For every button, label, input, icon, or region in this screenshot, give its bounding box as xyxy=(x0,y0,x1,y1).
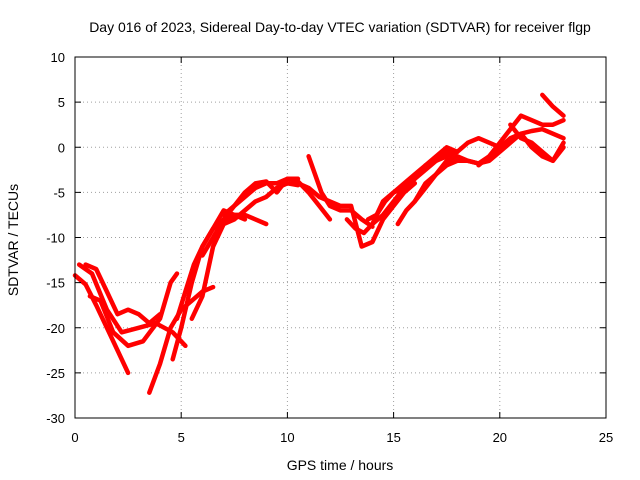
x-tick-label: 0 xyxy=(71,430,78,445)
series-line-track-17 xyxy=(412,126,566,204)
x-tick-label: 20 xyxy=(493,430,507,445)
series-line-track-21 xyxy=(540,92,566,118)
y-tick-label: -10 xyxy=(46,231,65,246)
series-line-track-7 xyxy=(174,208,248,321)
x-tick-label: 10 xyxy=(280,430,294,445)
series-line-track-3 xyxy=(83,262,163,326)
series-line-track-10 xyxy=(221,176,333,222)
series-line-track-12 xyxy=(295,181,418,249)
series-line-track-9 xyxy=(200,176,301,258)
grid-layer xyxy=(75,57,606,418)
series-line-track-18 xyxy=(476,113,566,168)
plot-frame xyxy=(74,56,607,419)
series-line-track-11 xyxy=(306,154,375,229)
y-tick-label: 10 xyxy=(51,50,65,65)
y-tick-label: -15 xyxy=(46,276,65,291)
y-tick-label: 5 xyxy=(58,95,65,110)
y-tick-label: -25 xyxy=(46,366,65,381)
series-layer xyxy=(72,92,566,395)
chart-title: Day 016 of 2023, Sidereal Day-to-day VTE… xyxy=(89,19,591,35)
series-line-track-15 xyxy=(370,135,503,227)
x-tick-label: 5 xyxy=(178,430,185,445)
tick-layer: 0 5 10 15 20 25 -30 -25 -20 -15 -10 -5 0 5 10 xyxy=(46,50,613,445)
x-tick-label: 15 xyxy=(386,430,400,445)
series-line-track-20 xyxy=(518,131,566,164)
x-axis-label: GPS time / hours xyxy=(287,457,394,473)
y-tick-label: -5 xyxy=(53,185,65,200)
x-tick-label: 25 xyxy=(599,430,613,445)
series-line-track-4 xyxy=(87,271,180,349)
series-line-track-1 xyxy=(72,273,131,376)
series-line-track-6 xyxy=(170,212,269,362)
y-axis-label: SDTVAR / TECUs xyxy=(5,184,21,296)
y-tick-label: 0 xyxy=(58,140,65,155)
y-tick-label: -30 xyxy=(46,411,65,426)
series-line-track-8 xyxy=(189,181,301,321)
y-tick-label: -20 xyxy=(46,321,65,336)
